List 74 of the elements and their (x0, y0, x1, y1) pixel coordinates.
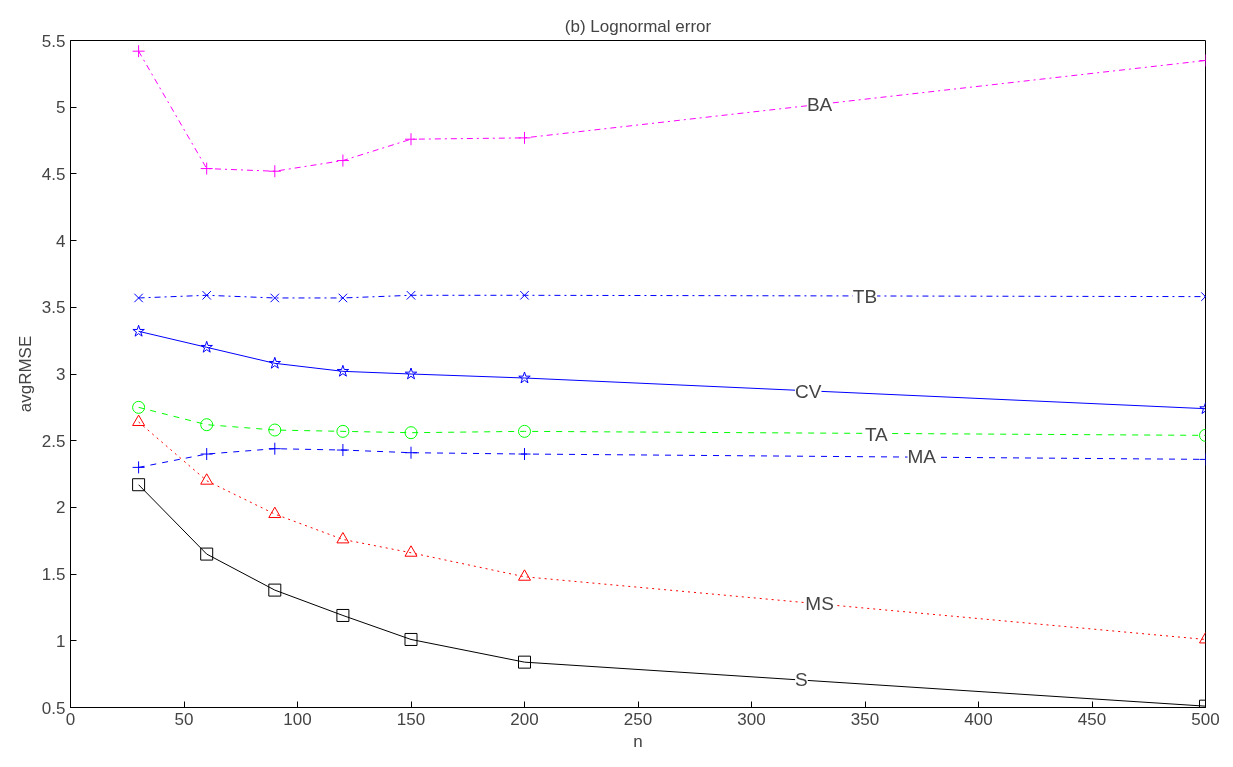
y-axis-title: avgRMSE (15, 335, 35, 413)
y-tick-label: 4 (56, 231, 66, 251)
point (336, 531, 350, 544)
point (200, 418, 214, 432)
point (200, 473, 214, 485)
x-tick-label: 50 (174, 709, 194, 729)
point (268, 164, 282, 178)
point (268, 506, 282, 519)
y-tick-label: 3.5 (41, 298, 66, 318)
point (518, 569, 531, 581)
x-tick-label: 250 (623, 709, 653, 729)
y-tick-label: 1.5 (41, 565, 66, 585)
point (268, 356, 282, 369)
point (132, 460, 146, 474)
point (132, 44, 146, 58)
point (133, 293, 144, 303)
point (132, 324, 145, 337)
point (268, 583, 282, 597)
x-tick-label: 300 (737, 709, 766, 729)
y-tick-label: 5.5 (41, 31, 66, 51)
point (268, 423, 282, 437)
x-tick-label: 450 (1077, 709, 1107, 729)
y-tick-label: 5 (56, 98, 66, 118)
annotation: BA (806, 94, 833, 116)
y-tick-label: 4.5 (41, 164, 66, 184)
x-tick-label: 0 (65, 709, 76, 729)
point (406, 290, 416, 301)
point (132, 414, 146, 426)
point (404, 426, 418, 440)
chart-title: (b) Lognormal error (564, 16, 712, 36)
x-tick-label: 200 (510, 709, 539, 729)
point (201, 290, 212, 301)
y-tick-label: 1 (56, 631, 66, 651)
point (404, 367, 418, 380)
point (404, 132, 418, 146)
y-tick-label: 3 (56, 365, 66, 384)
x-tick-label: 100 (283, 709, 312, 729)
point (200, 547, 214, 561)
x-tick-label: 400 (964, 709, 993, 729)
point (518, 131, 531, 145)
point (336, 364, 350, 377)
point (336, 608, 350, 622)
point (268, 442, 282, 456)
point (270, 293, 280, 303)
point (200, 447, 214, 461)
point (518, 371, 531, 384)
point (338, 293, 348, 303)
point (200, 340, 213, 353)
annotation: TB (852, 286, 878, 308)
point (336, 443, 350, 457)
point (518, 424, 531, 438)
annotation: CV (795, 380, 822, 402)
point (132, 478, 146, 492)
point (336, 154, 350, 168)
x-tick-label: 500 (1191, 709, 1220, 729)
x-axis-title: n (633, 731, 643, 751)
annotation: MA (907, 446, 937, 468)
y-tick-label: 0.5 (41, 698, 66, 718)
annotation: TA (864, 423, 889, 445)
annotation: S (795, 668, 808, 690)
point (404, 446, 418, 460)
point (336, 424, 350, 438)
point (518, 447, 531, 461)
y-tick-label: 2 (56, 498, 66, 518)
point (518, 655, 531, 669)
annotation: MS (805, 592, 834, 614)
x-tick-label: 150 (396, 709, 426, 729)
point (404, 632, 418, 646)
point (519, 290, 530, 301)
point (132, 400, 146, 414)
y-tick-label: 2.5 (41, 431, 66, 451)
x-tick-label: 350 (850, 709, 880, 729)
point (200, 162, 214, 176)
point (404, 545, 418, 557)
